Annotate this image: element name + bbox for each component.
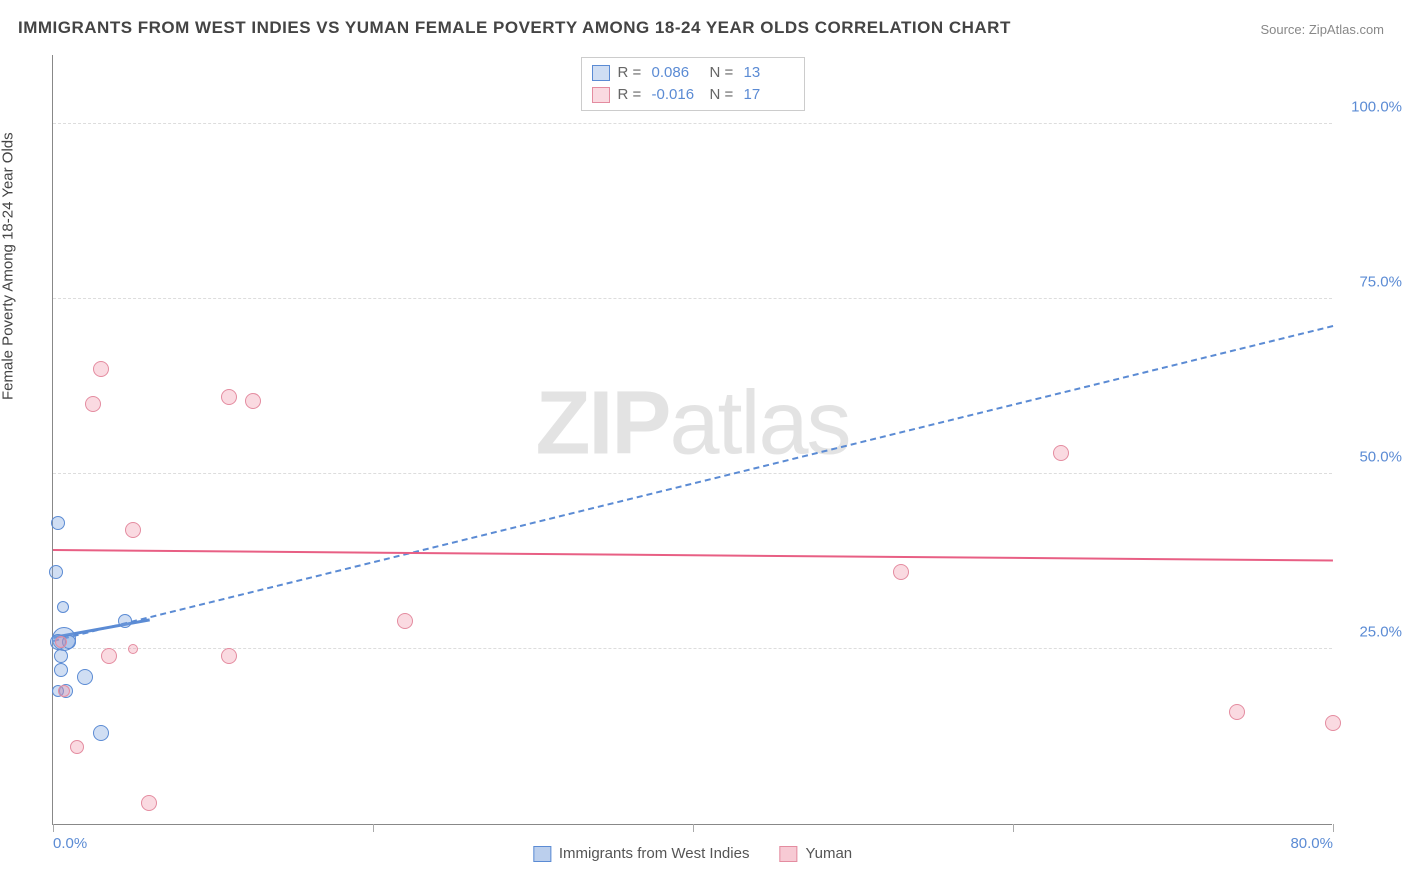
data-point xyxy=(125,522,141,538)
legend-series-item: Immigrants from West Indies xyxy=(533,845,750,862)
x-tick-mark xyxy=(1013,824,1014,832)
gridline-h xyxy=(53,473,1332,474)
data-point xyxy=(128,644,138,654)
y-axis-label: Female Poverty Among 18-24 Year Olds xyxy=(0,132,17,400)
series-legend: Immigrants from West Indies Yuman xyxy=(533,845,852,862)
gridline-h xyxy=(53,648,1332,649)
r-label: R = xyxy=(618,62,644,84)
data-point xyxy=(118,614,132,628)
data-point xyxy=(245,393,261,409)
data-point xyxy=(49,565,63,579)
legend-series-label: Yuman xyxy=(805,845,852,862)
correlation-legend: R = 0.086 N = 13 R = -0.016 N = 17 xyxy=(581,57,805,111)
legend-series-item: Yuman xyxy=(779,845,852,862)
data-point xyxy=(1053,445,1069,461)
n-label: N = xyxy=(710,84,736,106)
x-tick-label: 80.0% xyxy=(1290,835,1333,852)
trend-line xyxy=(53,549,1333,561)
n-value: 17 xyxy=(744,84,794,106)
legend-swatch xyxy=(779,846,797,862)
plot-area: ZIPatlas R =0.086N =13R =-0.016N =17 Imm… xyxy=(52,55,1332,825)
x-tick-mark xyxy=(693,824,694,832)
r-value: -0.016 xyxy=(652,84,702,106)
data-point xyxy=(93,361,109,377)
data-point xyxy=(51,516,65,530)
legend-swatch xyxy=(592,87,610,103)
data-point xyxy=(221,389,237,405)
data-point xyxy=(54,663,68,677)
data-point xyxy=(77,669,93,685)
x-tick-mark xyxy=(373,824,374,832)
y-tick-label: 75.0% xyxy=(1359,274,1402,291)
legend-swatch xyxy=(592,65,610,81)
data-point xyxy=(70,740,84,754)
data-point xyxy=(1325,715,1341,731)
gridline-h xyxy=(53,298,1332,299)
legend-stat-row: R = -0.016 N = 17 xyxy=(592,84,794,106)
source-credit: Source: ZipAtlas.com xyxy=(1260,22,1384,37)
data-point xyxy=(101,648,117,664)
data-point xyxy=(141,795,157,811)
legend-series-label: Immigrants from West Indies xyxy=(559,845,750,862)
y-tick-label: 50.0% xyxy=(1359,449,1402,466)
data-point xyxy=(54,649,68,663)
data-point xyxy=(397,613,413,629)
legend-swatch xyxy=(533,846,551,862)
gridline-h xyxy=(53,123,1332,124)
x-tick-mark xyxy=(1333,824,1334,832)
data-point xyxy=(1229,704,1245,720)
legend-stat-row: R = 0.086 N = 13 xyxy=(592,62,794,84)
y-tick-label: 25.0% xyxy=(1359,624,1402,641)
x-tick-mark xyxy=(53,824,54,832)
data-point xyxy=(85,396,101,412)
x-tick-label: 0.0% xyxy=(53,835,87,852)
n-value: 13 xyxy=(744,62,794,84)
data-point xyxy=(221,648,237,664)
data-point xyxy=(58,685,70,697)
data-point xyxy=(57,601,69,613)
trend-line xyxy=(53,325,1333,642)
data-point xyxy=(893,564,909,580)
data-point xyxy=(93,725,109,741)
n-label: N = xyxy=(710,62,736,84)
r-value: 0.086 xyxy=(652,62,702,84)
watermark-text: ZIPatlas xyxy=(535,373,849,476)
r-label: R = xyxy=(618,84,644,106)
chart-title: IMMIGRANTS FROM WEST INDIES VS YUMAN FEM… xyxy=(18,18,1011,38)
data-point xyxy=(55,636,67,648)
y-tick-label: 100.0% xyxy=(1351,99,1402,116)
